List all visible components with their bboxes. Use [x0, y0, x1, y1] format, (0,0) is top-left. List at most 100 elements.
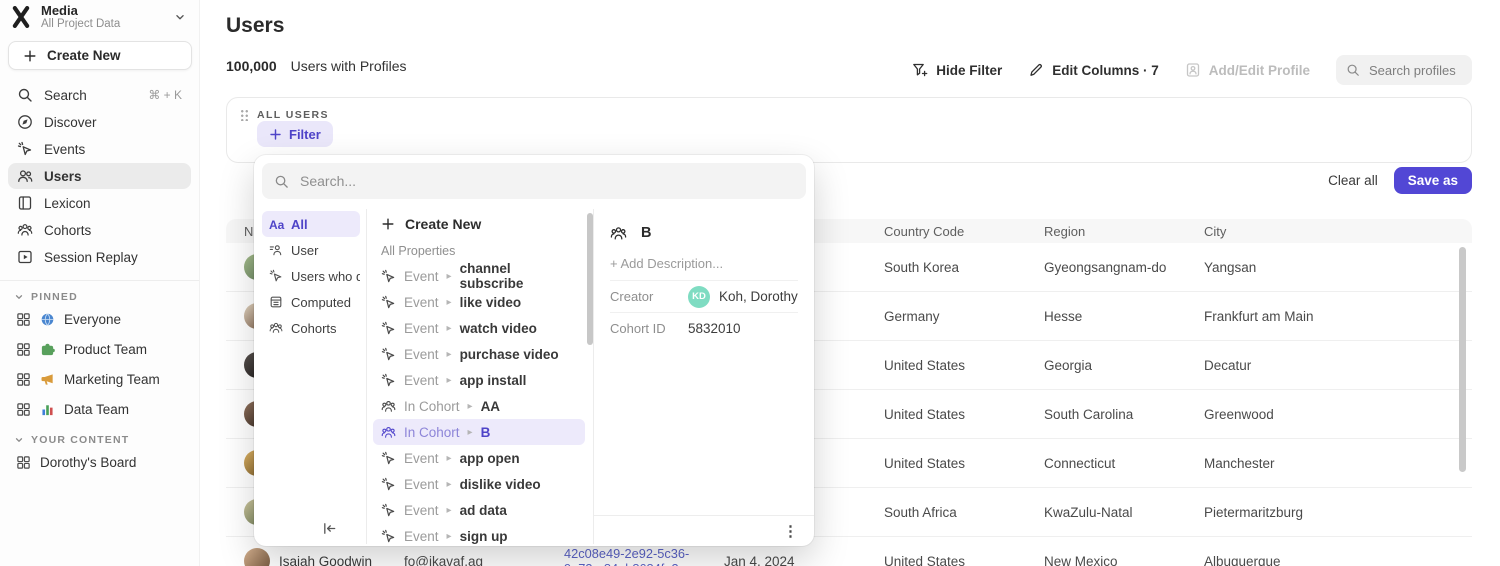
- your-content-section-label[interactable]: YOUR CONTENT: [14, 434, 199, 446]
- category-user[interactable]: User: [262, 237, 360, 263]
- board-grid-icon: [16, 342, 31, 357]
- sidebar-divider: [0, 280, 199, 281]
- dropdown-create-new-button[interactable]: Create New: [373, 209, 585, 239]
- sidebar-item-events[interactable]: Events: [8, 136, 191, 162]
- sidebar-item-cohorts[interactable]: Cohorts: [8, 217, 191, 243]
- menu-item-event-app-install[interactable]: Event ▸ app install: [373, 367, 585, 393]
- cell-city: Frankfurt am Main: [1204, 308, 1314, 324]
- menu-item-name: B: [480, 424, 491, 440]
- board-item-label: Data Team: [64, 402, 130, 417]
- menu-item-event-purchase-video[interactable]: Event ▸ purchase video: [373, 341, 585, 367]
- menu-item-name: channel subscribe: [459, 261, 524, 291]
- plus-icon: [23, 49, 37, 63]
- edit-columns-button[interactable]: Edit Columns · 7: [1028, 62, 1159, 78]
- menu-item-in-cohort-b[interactable]: In Cohort ▸ B: [373, 419, 585, 445]
- filter-dropdown: Aa All User Users who di... Computed Coh…: [254, 155, 814, 546]
- menu-item-event-dislike-video[interactable]: Event ▸ dislike video: [373, 471, 585, 497]
- sidebar-board-everyone[interactable]: Everyone: [8, 305, 191, 334]
- category-users-who-di[interactable]: Users who di...: [262, 263, 360, 289]
- all-users-group: ALL USERS: [240, 108, 1471, 121]
- dropdown-search-input[interactable]: [298, 172, 794, 190]
- add-description-button[interactable]: + Add Description...: [610, 256, 724, 271]
- menu-item-prefix: Event: [404, 346, 439, 362]
- sidebar-item-discover[interactable]: Discover: [8, 109, 191, 135]
- category-cohorts[interactable]: Cohorts: [262, 315, 360, 341]
- sidebar-board-data-team[interactable]: Data Team: [8, 395, 191, 424]
- add-filter-button[interactable]: Filter: [257, 121, 333, 147]
- panel-divider: [593, 209, 594, 544]
- cell-country-code: United States: [884, 553, 966, 566]
- save-as-button[interactable]: Save as: [1393, 167, 1472, 194]
- caret-right-icon: ▸: [446, 296, 452, 308]
- menu-item-event-ad-data[interactable]: Event ▸ ad data: [373, 497, 585, 523]
- board-item-label: Product Team: [64, 342, 148, 357]
- cell-region: Georgia: [1044, 357, 1093, 373]
- category-all[interactable]: Aa All: [262, 211, 360, 237]
- category-item-label: All: [291, 216, 308, 232]
- cell-distinct-id[interactable]: 42c08e49-2e92-5c36-9a73-a84eb8684fa3: [564, 545, 690, 566]
- menu-item-name: like video: [459, 294, 522, 310]
- workspace-switcher[interactable]: Media All Project Data: [0, 0, 199, 32]
- creator-avatar: KD: [688, 285, 710, 308]
- category-item-label: User: [291, 242, 319, 258]
- sidebar-board-product-team[interactable]: Product Team: [8, 335, 191, 364]
- sidebar-board-dorothy-s-board[interactable]: Dorothy's Board: [8, 448, 191, 477]
- sidebar-item-session-replay[interactable]: Session Replay: [8, 244, 191, 270]
- profile-count-row: 100,000 Users with Profiles: [226, 58, 407, 74]
- funnel-plus-icon: [912, 62, 928, 78]
- caret-right-icon: ▸: [446, 530, 452, 542]
- collapse-left-icon: [322, 521, 337, 536]
- puzzle-icon: [40, 342, 55, 357]
- menu-item-event-watch-video[interactable]: Event ▸ watch video: [373, 315, 585, 341]
- sidebar-item-label: Cohorts: [44, 222, 92, 238]
- property-categories: Aa All User Users who di... Computed Coh…: [254, 207, 366, 546]
- hide-filter-button[interactable]: Hide Filter: [912, 62, 1002, 78]
- sidebar-board-marketing-team[interactable]: Marketing Team: [8, 365, 191, 394]
- menu-item-in-cohort-aa[interactable]: In Cohort ▸ AA: [373, 393, 585, 419]
- sidebar-item-label: Search: [44, 87, 87, 103]
- table-row-7[interactable]: Isaiah Goodwin fo@ikavaf.ag 42c08e49-2e9…: [226, 537, 1472, 566]
- cell-country-code: United States: [884, 406, 966, 422]
- workspace-project: All Project Data: [41, 17, 121, 30]
- drag-handle-icon[interactable]: [240, 108, 249, 121]
- table-scrollbar[interactable]: [1459, 247, 1466, 472]
- menu-scrollbar[interactable]: [587, 213, 593, 345]
- menu-item-prefix: Event: [404, 476, 439, 492]
- profile-search-input[interactable]: [1367, 61, 1462, 79]
- menu-item-prefix: Event: [404, 320, 439, 336]
- sidebar-item-users[interactable]: Users: [8, 163, 191, 189]
- media-logo-icon: [10, 6, 32, 28]
- globe-icon: [40, 312, 55, 327]
- property-menu: Create New All Properties Event ▸ channe…: [367, 207, 593, 546]
- dropdown-body: Aa All User Users who di... Computed Coh…: [254, 207, 814, 546]
- add-edit-profile-button[interactable]: Add/Edit Profile: [1185, 62, 1310, 78]
- category-computed[interactable]: Computed: [262, 289, 360, 315]
- menu-item-prefix: Event: [404, 450, 439, 466]
- cohorts-icon: [269, 321, 283, 335]
- column-header-country-code[interactable]: Country Code: [884, 223, 965, 239]
- collapse-panel-button[interactable]: [318, 517, 340, 539]
- table-row-5[interactable]: United States Connecticut Manchester: [226, 439, 1472, 488]
- more-options-icon[interactable]: ⋮: [783, 523, 798, 540]
- sidebar-item-search[interactable]: Search ⌘ + K: [8, 82, 191, 108]
- event-icon: [381, 477, 396, 492]
- menu-item-event-like-video[interactable]: Event ▸ like video: [373, 289, 585, 315]
- cell-country-code: United States: [884, 455, 966, 471]
- menu-item-event-app-open[interactable]: Event ▸ app open: [373, 445, 585, 471]
- create-new-button[interactable]: Create New: [8, 41, 192, 70]
- menu-item-event-sign-up[interactable]: Event ▸ sign up: [373, 523, 585, 549]
- clear-all-button[interactable]: Clear all: [1328, 173, 1378, 188]
- column-header-region[interactable]: Region: [1044, 223, 1086, 239]
- sidebar-item-lexicon[interactable]: Lexicon: [8, 190, 191, 216]
- board-item-label: Everyone: [64, 312, 122, 327]
- caret-right-icon: ▸: [467, 400, 473, 412]
- menu-item-event-channel-subscribe[interactable]: Event ▸ channel subscribe: [373, 261, 585, 291]
- plus-icon: [381, 217, 395, 231]
- event-icon: [381, 451, 396, 466]
- discover-icon: [17, 114, 33, 130]
- pinned-section-label[interactable]: PINNED: [14, 291, 199, 303]
- plus-icon: [269, 128, 282, 141]
- cell-name: Isaiah Goodwin: [279, 553, 373, 566]
- column-header-city[interactable]: City: [1204, 223, 1227, 239]
- pencil-icon: [1028, 62, 1044, 78]
